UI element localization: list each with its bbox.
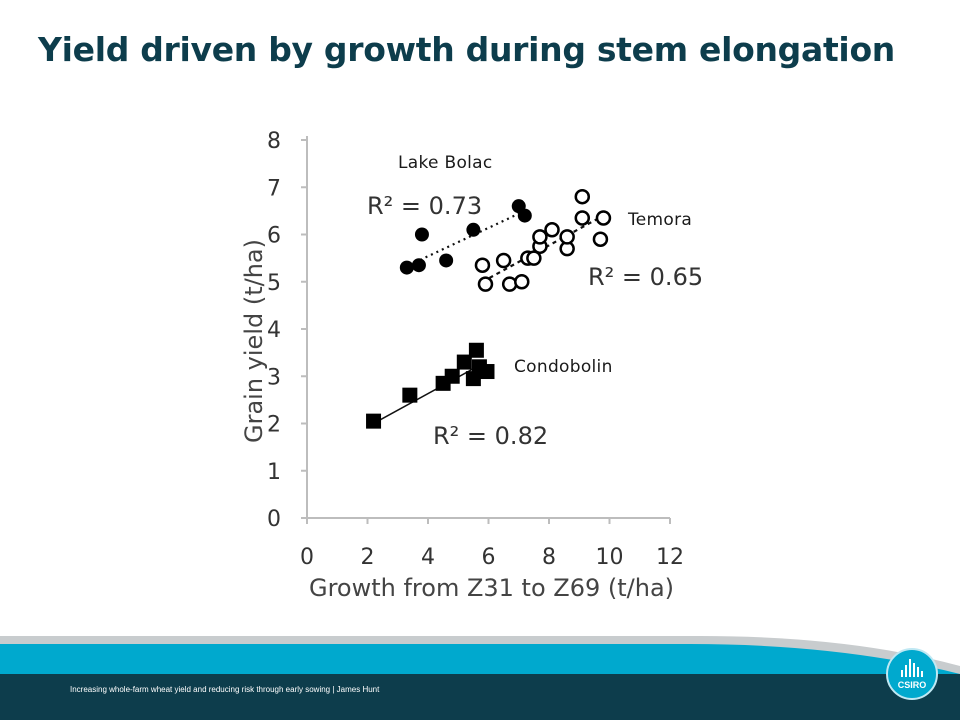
r2-label-temora: R² = 0.65 — [588, 263, 703, 291]
slide-title: Yield driven by growth during stem elong… — [38, 30, 896, 69]
trendline-lake-bolac — [403, 209, 526, 269]
data-point-temora — [474, 257, 491, 273]
data-point-lake-bolac — [414, 227, 429, 242]
data-point-temora — [595, 210, 612, 226]
data-point-condobolin — [479, 364, 495, 380]
data-point-temora — [501, 276, 518, 292]
x-tick-label: 0 — [300, 545, 314, 570]
y-tick-label: 2 — [267, 413, 281, 438]
x-tick-label: 6 — [482, 545, 496, 570]
footer-swoosh — [0, 636, 960, 720]
x-tick-label: 12 — [656, 545, 684, 570]
y-tick-label: 4 — [267, 318, 281, 343]
data-point-temora — [592, 231, 609, 247]
data-point-condobolin — [444, 368, 460, 384]
y-tick-label: 1 — [267, 460, 281, 485]
x-tick-label: 10 — [596, 545, 624, 570]
footer-band: Increasing whole-farm wheat yield and re… — [0, 630, 960, 720]
x-tick-label: 4 — [421, 545, 435, 570]
y-axis-label: Grain yield (t/ha) — [240, 239, 268, 443]
data-point-temora — [574, 188, 591, 205]
x-tick-label: 2 — [361, 545, 375, 570]
series-label-lake-bolac: Lake Bolac — [398, 153, 493, 173]
r2-label-condobolin: R² = 0.82 — [433, 422, 548, 450]
data-point-lake-bolac — [466, 222, 481, 237]
data-point-temora — [477, 276, 494, 292]
csiro-logo-text: CSIRO — [897, 680, 927, 690]
y-tick-label: 7 — [267, 176, 281, 201]
y-tick-label: 5 — [267, 271, 281, 296]
series-label-temora: Temora — [628, 210, 693, 230]
data-point-condobolin — [468, 342, 484, 358]
data-point-lake-bolac — [411, 258, 426, 273]
y-tick-label: 6 — [267, 224, 281, 249]
y-tick-label: 3 — [267, 365, 281, 390]
y-tick-label: 0 — [267, 507, 281, 532]
data-point-temora — [526, 250, 542, 266]
trendline-temora — [481, 214, 604, 283]
data-point-temora — [495, 252, 512, 269]
data-point-temora — [559, 229, 575, 245]
data-point-condobolin — [456, 354, 472, 370]
data-point-temora — [532, 229, 548, 245]
data-point-lake-bolac — [399, 260, 414, 275]
footer-text: Increasing whole-farm wheat yield and re… — [70, 685, 380, 694]
data-point-temora — [544, 222, 560, 238]
data-point-temora — [574, 210, 591, 226]
data-point-temora — [514, 274, 530, 290]
x-tick-label: 8 — [542, 545, 556, 570]
y-tick-label: 8 — [267, 129, 281, 154]
x-axis-label: Growth from Z31 to Z69 (t/ha) — [309, 574, 674, 602]
r2-label-lake-bolac: R² = 0.73 — [367, 192, 482, 220]
csiro-logo: CSIRO — [886, 648, 938, 700]
data-point-condobolin — [465, 371, 481, 387]
data-point-lake-bolac — [439, 253, 454, 268]
data-point-condobolin — [402, 387, 418, 403]
csiro-logo-bars-icon — [901, 659, 927, 677]
data-point-lake-bolac — [517, 208, 532, 223]
data-point-condobolin — [366, 413, 382, 429]
series-label-condobolin: Condobolin — [514, 357, 613, 377]
